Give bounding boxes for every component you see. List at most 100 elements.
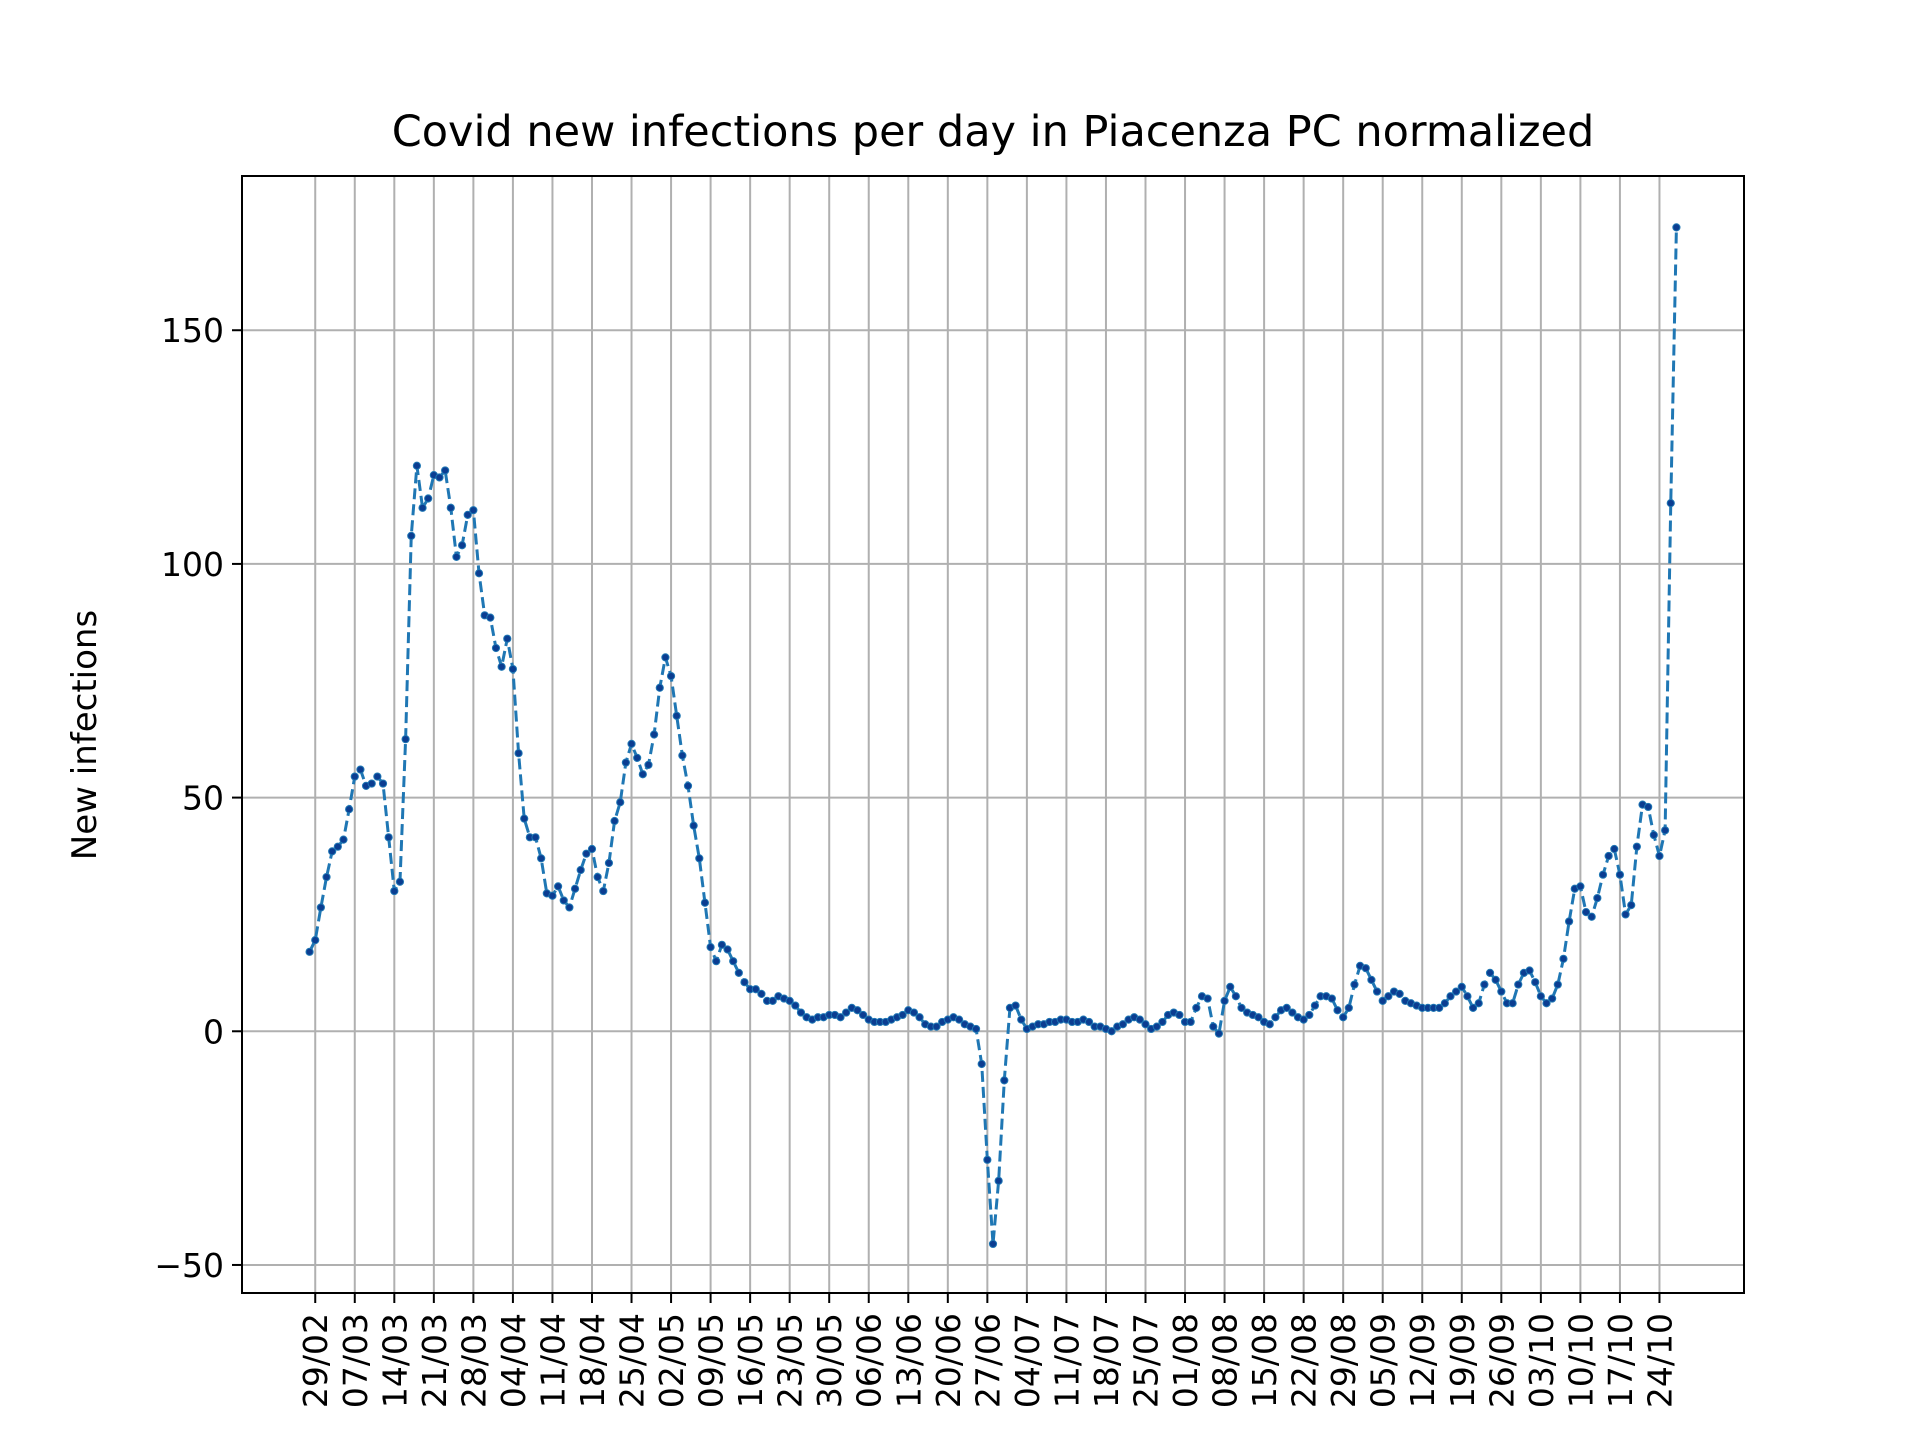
data-point	[1327, 994, 1336, 1003]
x-tick-label: 11/04	[533, 1313, 572, 1408]
x-tick-label: 25/07	[1126, 1313, 1165, 1408]
x-axis-ticks: 29/02 07/03 14/03 21/03 28/03 04/04 11/04 18/04…	[296, 1293, 1679, 1408]
data-point	[1226, 982, 1235, 991]
data-point	[1310, 1001, 1320, 1010]
data-point	[971, 1024, 981, 1034]
data-point	[333, 842, 342, 851]
data-point	[700, 898, 710, 907]
y-tick-label: 100	[161, 545, 224, 584]
x-tick-label: 09/05	[692, 1313, 731, 1408]
data-point	[689, 821, 698, 830]
data-point	[1491, 975, 1500, 984]
data-point	[909, 1008, 919, 1017]
data-point	[469, 506, 478, 515]
data-point	[1576, 882, 1585, 891]
data-point	[1446, 992, 1455, 1001]
data-point	[988, 1239, 998, 1249]
data-point	[474, 569, 484, 578]
data-point	[1621, 910, 1630, 919]
data-point	[1135, 1015, 1144, 1024]
data-point	[1288, 1008, 1297, 1017]
data-point	[1587, 912, 1596, 921]
x-tick-label: 16/05	[731, 1313, 770, 1408]
data-point	[1000, 1076, 1009, 1085]
data-point	[1214, 1029, 1224, 1038]
x-tick-label: 01/08	[1166, 1313, 1205, 1408]
data-point	[1542, 999, 1551, 1008]
x-tick-label: 23/05	[771, 1313, 810, 1408]
data-point	[548, 891, 557, 900]
data-point	[712, 957, 721, 966]
data-point	[587, 844, 597, 854]
data-point	[1661, 826, 1670, 835]
x-tick-label: 02/05	[652, 1313, 691, 1408]
data-point	[463, 510, 472, 519]
data-point	[1011, 1001, 1020, 1010]
data-point	[717, 940, 726, 949]
x-tick-label: 20/06	[929, 1313, 968, 1408]
data-point	[1435, 1003, 1444, 1013]
series-layer	[305, 223, 1681, 1249]
x-tick-label: 06/06	[850, 1313, 889, 1408]
data-point	[486, 613, 495, 622]
x-tick-label: 25/04	[613, 1313, 652, 1408]
data-point	[842, 1008, 851, 1017]
data-point	[537, 854, 546, 863]
data-point	[1480, 980, 1489, 989]
data-point	[1440, 999, 1449, 1008]
x-tick-label: 10/10	[1561, 1313, 1600, 1408]
data-point	[554, 882, 563, 891]
data-point	[1152, 1022, 1161, 1031]
data-point	[1564, 917, 1574, 926]
data-point	[1598, 870, 1608, 879]
data-point	[1525, 966, 1534, 975]
data-point	[328, 847, 337, 856]
data-point	[1084, 1017, 1094, 1027]
data-point	[1632, 842, 1641, 851]
x-tick-label: 04/04	[494, 1313, 533, 1408]
data-point	[666, 671, 676, 681]
plot-area-frame	[241, 175, 1745, 1294]
data-point	[418, 503, 427, 512]
x-tick-label: 26/09	[1482, 1313, 1521, 1408]
data-point	[401, 735, 410, 744]
data-point	[514, 749, 523, 758]
data-point	[1485, 968, 1495, 977]
data-point	[1017, 1015, 1026, 1024]
data-point	[1299, 1015, 1308, 1024]
data-point	[311, 936, 320, 945]
data-point	[508, 664, 518, 674]
x-tick-label: 19/09	[1443, 1313, 1482, 1408]
data-point	[1282, 1003, 1291, 1013]
data-point	[1548, 994, 1557, 1003]
data-point	[1463, 992, 1472, 1001]
grid-lines	[242, 176, 1744, 1293]
data-point	[1209, 1022, 1218, 1031]
x-tick-label: 13/06	[889, 1313, 928, 1408]
data-point	[1468, 1003, 1478, 1013]
data-point	[1339, 1013, 1348, 1022]
data-point	[638, 770, 647, 779]
data-point	[565, 903, 574, 912]
data-point	[345, 805, 354, 814]
data-point	[1644, 802, 1653, 812]
data-point	[435, 473, 444, 482]
data-point	[983, 1155, 992, 1164]
data-point	[1175, 1010, 1184, 1020]
data-point	[1333, 1006, 1342, 1015]
data-point	[627, 739, 636, 748]
x-tick-label: 17/10	[1601, 1313, 1640, 1408]
data-point	[768, 996, 777, 1005]
data-point	[520, 814, 529, 823]
data-point	[898, 1010, 907, 1020]
data-point	[407, 531, 416, 540]
data-point	[1192, 1003, 1201, 1013]
x-tick-label: 27/06	[968, 1313, 1007, 1408]
data-point	[1350, 980, 1359, 989]
data-point	[1231, 992, 1240, 1001]
data-point	[1514, 980, 1523, 989]
data-point	[757, 989, 766, 998]
